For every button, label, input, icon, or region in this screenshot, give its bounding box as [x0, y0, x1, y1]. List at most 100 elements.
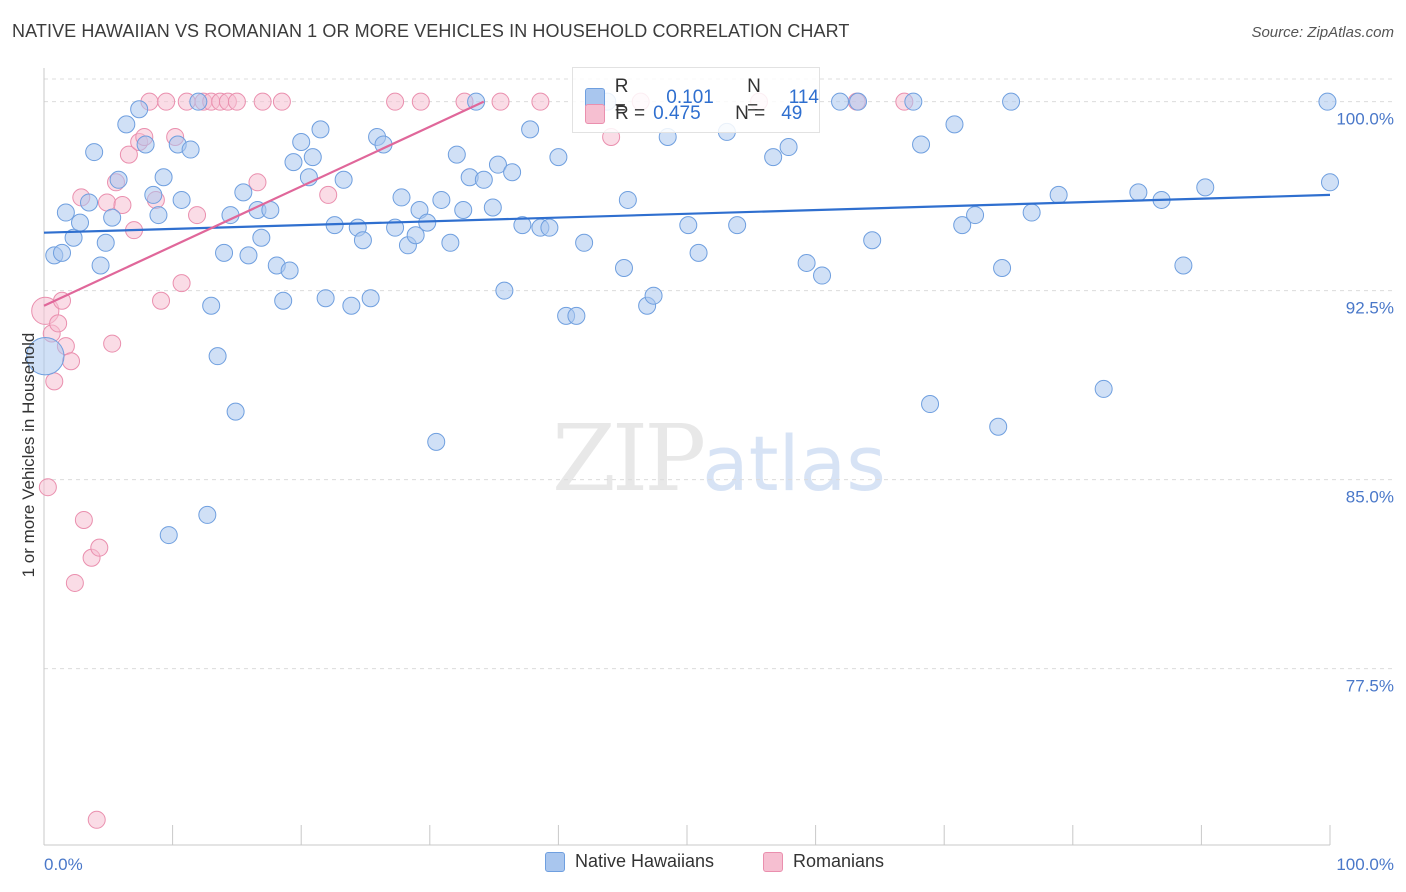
native-hawaiians-point: [226, 402, 245, 421]
legend-label: Native Hawaiians: [575, 851, 715, 871]
romanians-point: [386, 92, 405, 111]
romanians-point: [411, 92, 430, 111]
x-tick-label: 100.0%: [1336, 855, 1394, 874]
legend-item-native-hawaiians[interactable]: Native Hawaiians: [545, 851, 714, 872]
native-hawaiians-point: [353, 231, 372, 250]
native-hawaiians-point: [342, 296, 361, 315]
legend-item-romanians[interactable]: Romanians: [763, 851, 884, 872]
native-hawaiians-point: [85, 143, 104, 162]
native-hawaiians-point: [474, 170, 493, 189]
native-hawaiians-point: [280, 261, 299, 280]
romanians-point: [272, 92, 291, 111]
romanians-point: [152, 291, 171, 310]
native-hawaiians-point: [392, 188, 411, 207]
romanians-point: [491, 92, 510, 111]
native-hawaiians-point: [53, 243, 72, 262]
n-value: 114: [788, 87, 819, 108]
n-value: 49: [781, 103, 803, 124]
native-hawaiians-point: [513, 216, 532, 235]
native-hawaiians-point: [1196, 178, 1215, 197]
native-hawaiians-point: [575, 233, 594, 252]
native-hawaiians-point: [130, 100, 149, 119]
native-hawaiians-point: [679, 216, 698, 235]
native-hawaiians-point: [274, 291, 293, 310]
native-hawaiians-point: [303, 148, 322, 167]
watermark-atlas: atlas: [702, 419, 886, 508]
watermark-zip: ZIP: [552, 405, 706, 512]
native-hawaiians-point: [311, 120, 330, 139]
romanians-point: [253, 92, 272, 111]
native-hawaiians-point: [488, 155, 507, 174]
r-value: 0.101: [666, 87, 714, 108]
native-hawaiians-point: [1129, 183, 1148, 202]
native-hawaiians-point: [966, 206, 985, 225]
stats-legend: R = 0.101 N = 114 R = 0.475 N = 49: [572, 67, 820, 133]
romanians-point: [62, 352, 81, 371]
native-hawaiians-point: [432, 190, 451, 209]
romanians-point: [227, 92, 246, 111]
native-hawaiians-point: [813, 266, 832, 285]
native-hawaiians-point: [953, 216, 972, 235]
native-hawaiians-point: [239, 246, 258, 265]
native-hawaiians-point: [618, 190, 637, 209]
native-hawaiians-point: [172, 190, 191, 209]
native-hawaiians-point: [71, 213, 90, 232]
native-hawaiians-point: [689, 243, 708, 262]
native-hawaiians-point: [467, 92, 486, 111]
native-hawaiians-point: [912, 135, 931, 154]
native-hawaiians-point: [406, 226, 425, 245]
native-hawaiians-point: [198, 505, 217, 524]
stats-row-native-hawaiians: R = 0.101 N = 114: [585, 76, 819, 120]
y-axis-label: 1 or more Vehicles in Household: [19, 333, 38, 578]
native-hawaiians-point: [159, 526, 178, 545]
romanians-point: [157, 92, 176, 111]
native-hawaiians-point: [292, 132, 311, 151]
romanians-point: [98, 193, 117, 212]
y-tick-label: 77.5%: [1346, 677, 1394, 696]
romanians-point: [74, 510, 93, 529]
romanians-point: [90, 538, 109, 557]
native-hawaiians-point: [849, 92, 868, 111]
native-hawaiians-point: [1094, 379, 1113, 398]
native-hawaiians-point: [904, 92, 923, 111]
romanians-point: [119, 145, 138, 164]
native-hawaiians-point: [764, 148, 783, 167]
romanians-point: [38, 478, 57, 497]
native-hawaiians-point: [109, 170, 128, 189]
native-hawaiians-point: [614, 258, 633, 277]
label-layer: 77.5% 85.0% 92.5% 100.0% 0.0% 100.0% 1 or more…: [19, 110, 1394, 874]
native-hawaiians-point: [441, 233, 460, 252]
grid-layer: [44, 78, 1394, 670]
native-hawaiians-point: [540, 218, 559, 237]
romanians-point: [49, 314, 68, 333]
native-hawaiians-point: [454, 201, 473, 220]
native-hawaiians-point: [1174, 256, 1193, 275]
native-hawaiians-point: [208, 347, 227, 366]
native-hawaiians-point: [945, 115, 964, 134]
native-hawaiians-points: [26, 92, 1339, 545]
native-hawaiians-point: [334, 170, 353, 189]
y-tick-label: 100.0%: [1336, 110, 1394, 129]
native-hawaiians-point: [64, 228, 83, 247]
native-hawaiians-point: [1049, 185, 1068, 204]
romanians-point: [113, 195, 132, 214]
native-hawaiians-point: [252, 228, 271, 247]
native-hawaiians-point: [136, 135, 155, 154]
romanians-point: [87, 810, 106, 829]
romanians-point: [188, 206, 207, 225]
native-hawaiians-point: [316, 289, 335, 308]
native-hawaiians-point: [1318, 92, 1337, 111]
y-tick-label: 85.0%: [1346, 488, 1394, 507]
native-hawaiians-point: [503, 163, 522, 182]
native-hawaiians-point: [234, 183, 253, 202]
stats-row-romanians: R = 0.475 N = 49: [585, 103, 802, 125]
native-hawaiians-point: [728, 216, 747, 235]
pink-swatch-icon: [585, 104, 605, 124]
y-tick-label: 92.5%: [1346, 299, 1394, 318]
legend-label: Romanians: [793, 851, 885, 871]
native-hawaiians-point: [521, 120, 540, 139]
native-hawaiians-point: [189, 92, 208, 111]
watermark: ZIPatlas: [552, 405, 886, 512]
series-legend: Native Hawaiians Romanians: [0, 851, 1406, 877]
